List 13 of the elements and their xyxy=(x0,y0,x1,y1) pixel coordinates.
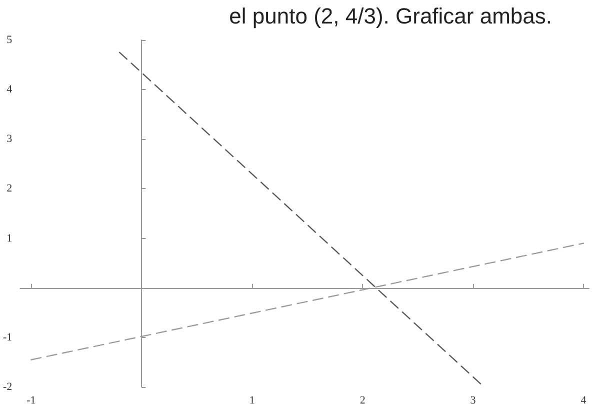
y-tick-label: 1 xyxy=(6,232,12,244)
x-tick-label: 1 xyxy=(249,394,255,406)
y-tick-label: 5 xyxy=(6,34,13,46)
y-tick-label: 4 xyxy=(6,84,13,96)
y-tick-label: -2 xyxy=(2,381,12,393)
y-tick-label: 3 xyxy=(6,133,13,146)
x-tick-label: 4 xyxy=(580,394,587,406)
x-tick-label: 2 xyxy=(360,394,366,406)
y-tick-label: 2 xyxy=(6,182,12,195)
y-tick-label: -1 xyxy=(2,331,12,344)
text: el punto (2, 4/3). Graficar ambas. xyxy=(229,4,552,28)
x-tick-label: 3 xyxy=(470,394,476,406)
x-tick-label: -1 xyxy=(26,394,36,406)
